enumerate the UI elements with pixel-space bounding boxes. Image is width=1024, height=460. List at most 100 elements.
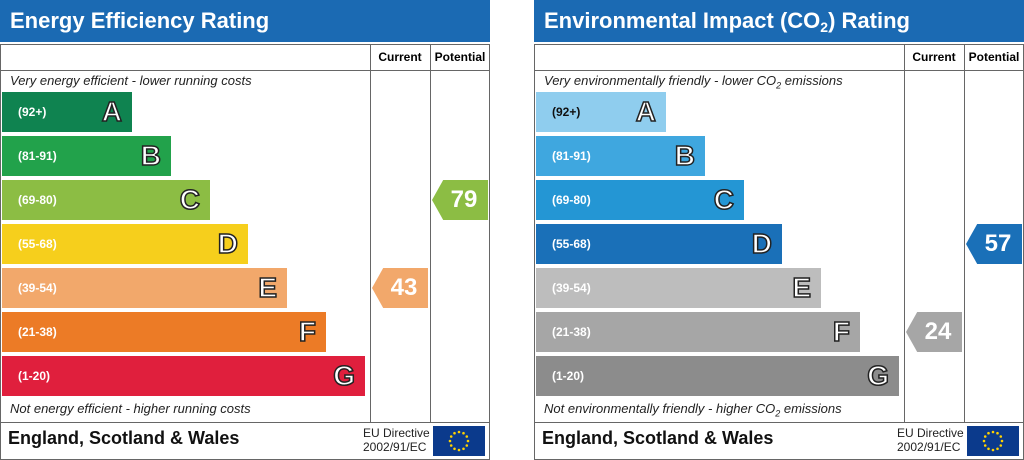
- bottom-note: Not energy efficient - higher running co…: [10, 401, 251, 416]
- eu-star: [999, 444, 1003, 447]
- eu-star: [982, 439, 986, 443]
- band-letter: E: [792, 271, 812, 304]
- eu-star: [449, 435, 453, 438]
- band-letter: F: [832, 315, 851, 348]
- footer-divider: [0, 422, 490, 423]
- band-range-label: (1-20): [552, 369, 585, 383]
- band-range-label: (81-91): [552, 149, 591, 163]
- environmental-impact-panel: Environmental Impact (CO2) Rating Curren…: [534, 0, 1024, 460]
- eu-directive-line2: 2002/91/EC: [363, 440, 427, 454]
- band-range-label: (92+): [552, 105, 581, 119]
- top-note: Very environmentally friendly - lower CO…: [544, 73, 843, 91]
- potential-column-header: Potential: [434, 50, 486, 64]
- potential-rating-value: 57: [984, 230, 1012, 257]
- eu-directive-line1: EU Directive: [897, 426, 964, 440]
- rating-band-c: (69-80) C: [536, 180, 744, 220]
- current-rating-arrow: 43: [372, 268, 428, 308]
- eu-star: [449, 444, 453, 447]
- current-rating-value: 24: [924, 318, 952, 345]
- eu-star: [983, 444, 987, 447]
- band-letter: C: [713, 183, 735, 216]
- current-column-header: Current: [378, 50, 422, 64]
- rating-band-g: (1-20) G: [2, 356, 365, 396]
- rating-band-d: (55-68) D: [2, 224, 248, 264]
- band-letter: A: [101, 95, 123, 128]
- band-letter: D: [751, 227, 773, 260]
- eu-star: [996, 447, 999, 451]
- rating-band-b: (81-91) B: [2, 136, 171, 176]
- eu-star: [453, 431, 456, 435]
- current-column-header: Current: [912, 50, 956, 64]
- band-letter: B: [674, 139, 696, 172]
- band-range-label: (69-80): [552, 193, 591, 207]
- eu-directive-text: EU Directive 2002/91/EC: [363, 426, 430, 454]
- column-divider: [904, 44, 905, 422]
- rating-band-d: (55-68) D: [536, 224, 782, 264]
- rating-band-g: (1-20) G: [536, 356, 899, 396]
- potential-column-header: Potential: [968, 50, 1020, 64]
- eu-star: [991, 430, 995, 434]
- bottom-note: Not environmentally friendly - higher CO…: [544, 401, 842, 419]
- eu-star: [991, 448, 995, 452]
- eu-star: [987, 447, 990, 451]
- footer-divider: [534, 422, 1024, 423]
- rating-band-a: (92+) A: [2, 92, 132, 132]
- header-divider: [0, 70, 490, 71]
- eu-star: [462, 431, 465, 435]
- chart-title: Environmental Impact (CO2) Rating: [534, 0, 1024, 42]
- band-range-label: (69-80): [18, 193, 57, 207]
- eu-star: [987, 431, 990, 435]
- band-range-label: (1-20): [18, 369, 51, 383]
- column-divider: [370, 44, 371, 422]
- potential-rating-arrow: 57: [966, 224, 1022, 264]
- band-letter: G: [332, 359, 355, 392]
- eu-star: [457, 430, 461, 434]
- band-letter: E: [258, 271, 278, 304]
- eu-flag-icon: [967, 426, 1019, 456]
- band-range-label: (92+): [18, 105, 47, 119]
- eu-star: [996, 431, 999, 435]
- eu-star: [999, 435, 1003, 438]
- eu-star: [465, 435, 469, 438]
- eu-star: [448, 439, 452, 443]
- band-range-label: (55-68): [552, 237, 591, 251]
- band-range-label: (39-54): [552, 281, 591, 295]
- eu-star: [457, 448, 461, 452]
- band-letter: B: [140, 139, 162, 172]
- band-range-label: (21-38): [18, 325, 57, 339]
- eu-star: [465, 444, 469, 447]
- eu-star: [1000, 439, 1004, 443]
- band-letter: C: [179, 183, 201, 216]
- band-range-label: (55-68): [18, 237, 57, 251]
- rating-band-f: (21-38) F: [2, 312, 326, 352]
- band-letter: G: [866, 359, 889, 392]
- band-letter: F: [298, 315, 317, 348]
- eu-star: [462, 447, 465, 451]
- band-range-label: (39-54): [18, 281, 57, 295]
- eu-directive-text: EU Directive 2002/91/EC: [897, 426, 964, 454]
- rating-band-a: (92+) A: [536, 92, 666, 132]
- energy-efficiency-panel: Energy Efficiency Rating Current Potenti…: [0, 0, 490, 460]
- chart-title: Energy Efficiency Rating: [0, 0, 490, 42]
- potential-rating-arrow: 79: [432, 180, 488, 220]
- eu-directive-line1: EU Directive: [363, 426, 430, 440]
- rating-band-f: (21-38) F: [536, 312, 860, 352]
- footer-country: England, Scotland & Wales: [542, 428, 774, 448]
- column-divider: [964, 44, 965, 422]
- eu-flag-icon: [433, 426, 485, 456]
- band-range-label: (81-91): [18, 149, 57, 163]
- potential-rating-value: 79: [450, 186, 478, 213]
- rating-band-e: (39-54) E: [536, 268, 821, 308]
- eu-star: [453, 447, 456, 451]
- eu-star: [983, 435, 987, 438]
- current-rating-arrow: 24: [906, 312, 962, 352]
- top-note: Very energy efficient - lower running co…: [10, 73, 252, 88]
- header-divider: [534, 70, 1024, 71]
- footer-country: England, Scotland & Wales: [8, 428, 240, 448]
- eu-star: [466, 439, 470, 443]
- rating-band-b: (81-91) B: [536, 136, 705, 176]
- rating-band-e: (39-54) E: [2, 268, 287, 308]
- band-letter: D: [217, 227, 239, 260]
- band-range-label: (21-38): [552, 325, 591, 339]
- eu-directive-line2: 2002/91/EC: [897, 440, 961, 454]
